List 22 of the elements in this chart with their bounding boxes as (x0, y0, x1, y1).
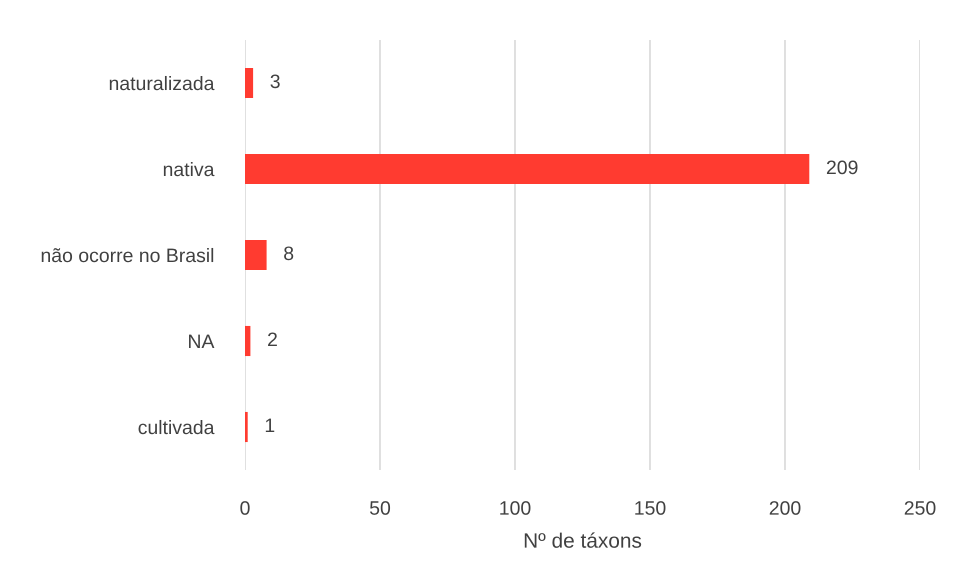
y-tick-label: não ocorre no Brasil (42, 248, 214, 262)
x-tick-label: 100 (500, 501, 530, 515)
y-tick-label: naturalizada (110, 76, 214, 90)
data-label: 1 (266, 418, 274, 432)
bar (245, 412, 248, 442)
bar (245, 326, 250, 356)
x-tick-label: 0 (240, 501, 250, 515)
data-label: 3 (270, 74, 280, 88)
data-label: 209 (826, 160, 858, 174)
bar (245, 68, 254, 98)
x-tick-label: 150 (635, 501, 666, 515)
y-tick-label: cultivada (138, 420, 214, 434)
data-label: 8 (284, 246, 294, 260)
x-tick-label: 200 (770, 501, 800, 515)
y-tick-label: NA (189, 334, 214, 348)
data-label: 2 (268, 332, 277, 346)
y-tick-label: nativa (164, 162, 214, 176)
x-tick-label: 50 (370, 501, 390, 515)
bar (245, 240, 267, 270)
x-axis-title: Nº de táxons (524, 532, 642, 548)
bar (245, 154, 810, 184)
x-tick-label: 250 (904, 501, 936, 515)
